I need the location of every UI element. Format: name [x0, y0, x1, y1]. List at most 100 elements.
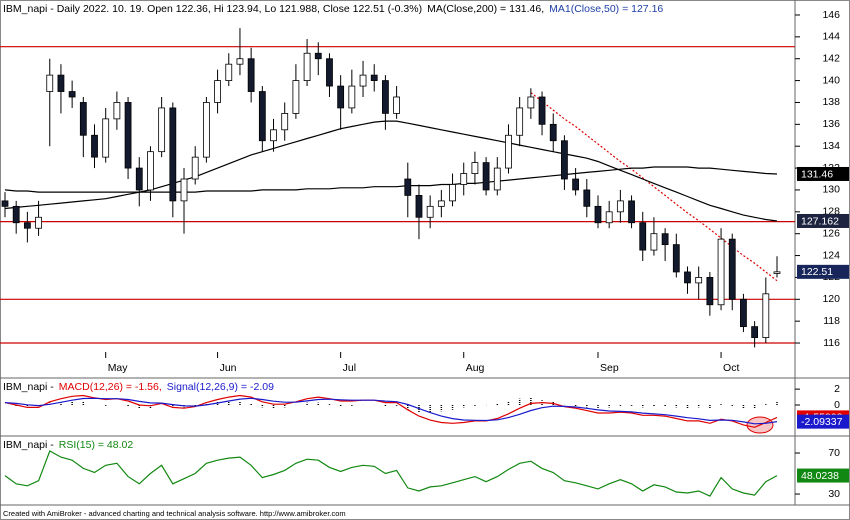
candle-body	[572, 178, 580, 191]
value-badge-label: -2.09337	[801, 416, 843, 428]
candle-body	[337, 85, 345, 109]
pane-title: IBM_napi - Daily 2022. 10. 19. Open 122.…	[3, 3, 663, 15]
candle-body	[12, 205, 20, 224]
moving-average	[4, 120, 778, 222]
y-tick-label: 30	[828, 488, 840, 500]
candle-body	[348, 85, 356, 109]
candle-body	[68, 91, 76, 98]
candle-body	[382, 80, 389, 114]
y-tick-label: 140	[822, 74, 840, 86]
value-badge	[797, 414, 849, 429]
candle-body	[393, 96, 400, 114]
candle-body	[214, 80, 221, 103]
candle-body	[482, 162, 490, 191]
candle-body	[449, 184, 456, 202]
y-tick-label: 146	[822, 9, 840, 21]
y-tick-label: 116	[823, 337, 840, 349]
y-tick-label: 0	[834, 399, 840, 411]
legend-entry: Signal(12,26,9) = -2.09	[167, 381, 274, 393]
y-tick-label: 118	[823, 315, 840, 327]
candle-body	[561, 140, 568, 180]
candle-body	[1, 200, 9, 207]
candle-body	[326, 58, 333, 87]
indicator-line	[4, 450, 778, 497]
candle-body	[113, 102, 121, 120]
title-text: IBM_napi -	[3, 439, 54, 451]
candle-body	[102, 118, 110, 158]
value-badge	[797, 213, 849, 228]
candle-body	[270, 129, 277, 142]
candle-body	[437, 200, 445, 207]
candle-body	[616, 200, 624, 213]
candle-body	[650, 233, 658, 251]
pane-title: IBM_napi - RSI(15) = 48.02	[3, 439, 133, 451]
candle-body	[773, 271, 781, 274]
candle-body	[236, 58, 244, 65]
candle-body	[605, 211, 613, 224]
candle-body	[695, 277, 703, 284]
candle-body	[751, 326, 759, 338]
candle-body	[628, 200, 635, 224]
title-text: IBM_napi - Daily 2022. 10. 19. Open 122.…	[3, 3, 422, 15]
value-badge	[797, 264, 849, 279]
candle-body	[370, 74, 378, 81]
candle-body	[147, 151, 154, 191]
candle-body	[303, 52, 311, 81]
footer: Created with AmiBroker - advanced charti…	[3, 509, 346, 518]
candle-body	[549, 123, 557, 142]
candle-body	[91, 134, 98, 158]
value-badge-label: 131.46	[801, 168, 833, 180]
legend-entry: MACD(12,26) = -1.56,	[59, 381, 162, 393]
candle-body	[225, 63, 233, 81]
candle-body	[493, 167, 501, 191]
candle-body	[258, 91, 266, 142]
candle-body	[79, 102, 87, 136]
candle-body	[57, 74, 65, 92]
month-label: May	[108, 362, 129, 374]
month-label: Aug	[466, 362, 485, 374]
y-tick-label: 70	[828, 447, 840, 459]
candle-body	[639, 222, 647, 251]
y-tick-label: 134	[822, 140, 840, 152]
candle-body	[180, 178, 188, 202]
value-badge	[797, 468, 849, 483]
candle-body	[538, 96, 546, 125]
legend-entry: RSI(15) = 48.02	[59, 439, 134, 451]
candle-body	[684, 271, 691, 284]
month-label: Oct	[723, 362, 739, 374]
candle-body	[191, 156, 199, 180]
candle-body	[505, 134, 512, 169]
month-label: Sep	[600, 362, 619, 374]
y-tick-label: 144	[822, 31, 840, 43]
legend-entry: MA1(Close,50) = 127.16	[549, 3, 663, 15]
candle-body	[281, 112, 289, 131]
candle-body	[594, 205, 602, 224]
y-tick-label: 124	[822, 249, 840, 261]
candle-body	[527, 96, 535, 109]
candle-body	[292, 80, 300, 114]
candle-body	[314, 52, 322, 60]
candle-body	[124, 102, 132, 169]
legend-entry: MA(Close,200) = 131.46,	[427, 3, 544, 15]
candle-body	[717, 238, 725, 306]
y-tick-label: 130	[822, 184, 840, 196]
moving-average	[4, 166, 778, 193]
candle-body	[471, 162, 479, 174]
candle-body	[426, 205, 434, 218]
candle-body	[247, 58, 255, 92]
pane-title: IBM_napi - MACD(12,26) = -1.56, Signal(12,…	[3, 381, 274, 393]
value-badge-label: 48.0238	[801, 470, 839, 482]
y-tick-label: 126	[822, 227, 840, 239]
candle-body	[762, 293, 770, 338]
candle-body	[169, 107, 177, 202]
candle-body	[583, 189, 591, 207]
candle-body	[740, 298, 747, 328]
candle-body	[706, 277, 714, 306]
candle-body	[359, 74, 367, 87]
y-tick-label: 2	[834, 383, 840, 395]
candle-body	[728, 238, 736, 300]
candle-body	[661, 233, 669, 246]
y-tick-label: 120	[822, 293, 840, 305]
candle-body	[158, 107, 166, 153]
